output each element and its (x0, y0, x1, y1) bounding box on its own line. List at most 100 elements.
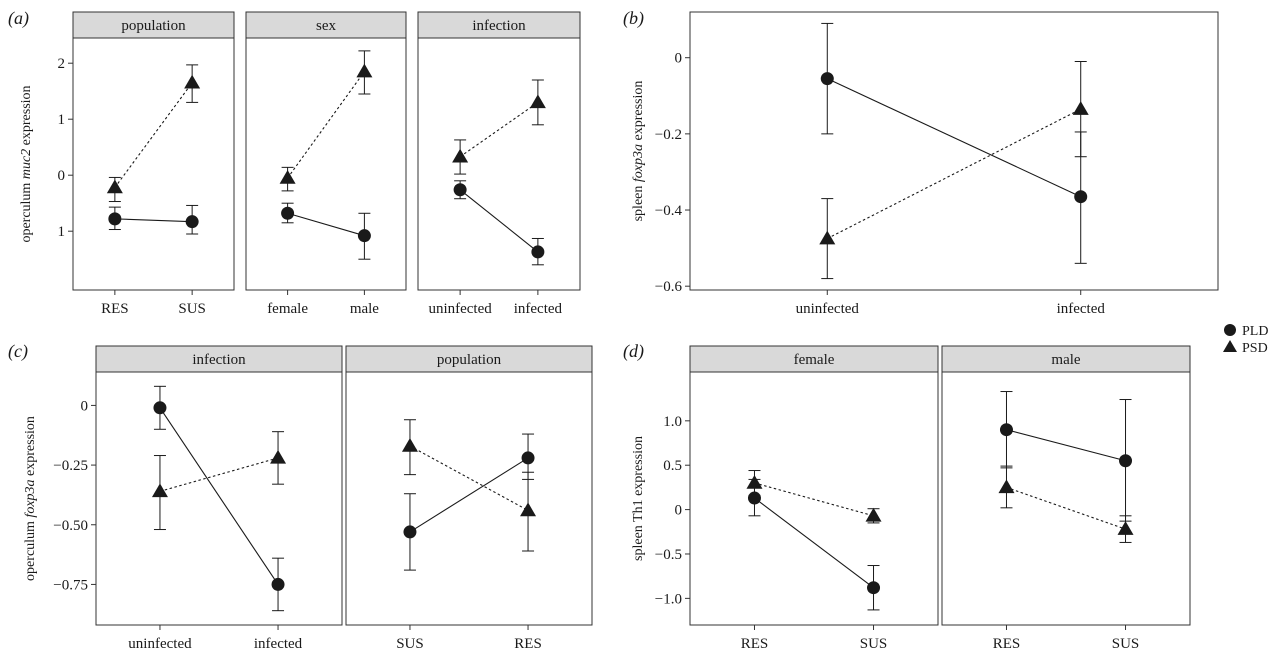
plots: 2 1 0 1 operculum muc2 expression population R… (19, 11, 1219, 652)
data-point-triangle (746, 474, 763, 489)
y-axis-label-part: expression (19, 85, 34, 148)
y-axis-label-part: operculum (23, 518, 38, 581)
panel-letter-a: (a) (8, 8, 29, 29)
panel-letter-c-text: (c) (8, 341, 28, 362)
series-pld (453, 180, 545, 266)
x-tick-label: RES (993, 636, 1021, 652)
facet-strip (95, 345, 343, 373)
series-line (159, 407, 279, 585)
facet: infection uninfected infected (95, 345, 343, 652)
y-tick-label: 0 (58, 168, 66, 184)
panel-letter-b: (b) (623, 8, 644, 29)
legend: PLD PSD (1223, 324, 1268, 356)
data-point-triangle (1072, 101, 1089, 115)
data-point-circle (271, 577, 285, 591)
x-tick-label: RES (741, 636, 769, 652)
x-tick-label: male (350, 301, 379, 317)
x-tick-label: uninfected (796, 301, 860, 317)
facet: infection uninfected infected (417, 11, 581, 317)
legend-label: PLD (1242, 324, 1268, 339)
panel-d: 1.0 0.5 0 −0.5 −1.0 spleen Th1 expression fema… (631, 345, 1191, 652)
y-tick-label: 1 (58, 224, 66, 240)
x-tick-label: uninfected (128, 636, 192, 652)
facet-strip-label: male (1051, 352, 1080, 368)
y-tick-label: 1 (58, 112, 66, 128)
y-axis-label: operculum foxp3a expression (23, 416, 38, 581)
facet-frame (345, 371, 593, 626)
data-point-circle (867, 581, 881, 595)
panel-letter-d: (d) (623, 341, 644, 362)
y-tick-label: −0.50 (53, 518, 88, 534)
series-line (287, 71, 365, 179)
series-psd (401, 419, 537, 552)
y-axis-label-part: operculum (19, 179, 34, 242)
data-point-circle (1119, 454, 1133, 468)
series-psd (998, 465, 1134, 543)
series-psd (819, 61, 1089, 280)
facet-strip (689, 345, 939, 373)
y-axis-label-gene: foxp3a (23, 479, 38, 517)
y-tick-label: 0 (81, 398, 89, 414)
data-point-triangle (184, 74, 201, 89)
series-pld (999, 391, 1133, 522)
facet-strip (941, 345, 1191, 373)
data-point-circle (1074, 190, 1088, 204)
facet: sex female male (245, 11, 407, 317)
y-tick-label: 0.5 (663, 458, 682, 474)
data-point-triangle (151, 483, 168, 498)
data-point-triangle (1117, 521, 1134, 535)
panel-letter-a-text: (a) (8, 8, 29, 29)
facet-frame (689, 11, 1219, 291)
x-tick-label: infected (254, 636, 303, 652)
series-line (827, 78, 1081, 198)
legend-triangle (1223, 340, 1237, 353)
data-point-triangle (520, 502, 537, 517)
panel-a: 2 1 0 1 operculum muc2 expression population R… (19, 11, 581, 317)
x-tick-label: SUS (396, 636, 424, 652)
series-line (409, 457, 529, 533)
data-point-triangle (106, 179, 123, 194)
data-point-triangle (529, 94, 546, 109)
facet-strip-label: population (437, 352, 502, 368)
x-tick-label: infected (1057, 301, 1106, 317)
data-point-triangle (865, 507, 882, 522)
series-line (459, 101, 539, 158)
facet-strip (72, 11, 235, 39)
panel-c: 0 −0.25 −0.50 −0.75 operculum foxp3a express… (23, 345, 593, 652)
y-tick-label: −1.0 (655, 591, 682, 607)
y-tick-label: −0.5 (655, 547, 682, 563)
series-line (287, 212, 365, 237)
series-line (459, 189, 539, 253)
data-point-circle (357, 229, 371, 243)
data-point-circle (747, 491, 761, 505)
panel-letter-d-text: (d) (623, 341, 644, 362)
data-point-circle (108, 212, 122, 226)
y-tick-label: 1.0 (663, 414, 682, 430)
data-point-circle (531, 245, 545, 259)
facet-strip-label: sex (316, 18, 336, 34)
series-psd (151, 431, 287, 531)
facet-strip-label: infection (192, 352, 246, 368)
legend-circle (1224, 324, 1236, 336)
y-axis-label-part: spleen (631, 182, 646, 221)
panel-letter-b-text: (b) (623, 8, 644, 29)
facet-frame (245, 37, 407, 291)
series-psd (452, 79, 546, 175)
x-tick-label: RES (101, 301, 129, 317)
y-axis-label: operculum muc2 expression (19, 85, 34, 242)
y-tick-label: 2 (58, 56, 66, 72)
legend-entry: PLD (1224, 324, 1268, 339)
x-tick-label: SUS (1112, 636, 1140, 652)
facet: male RES SUS (941, 345, 1191, 652)
y-tick-label: −0.4 (655, 203, 683, 219)
facet-strip-label: female (794, 352, 835, 368)
facet-frame (941, 371, 1191, 626)
facet-frame (95, 371, 343, 626)
legend-entry: PSD (1223, 340, 1268, 356)
facet: uninfected infected (689, 11, 1219, 317)
data-point-circle (403, 525, 417, 539)
y-axis-label-gene: foxp3a (631, 144, 646, 182)
data-point-circle (453, 183, 467, 197)
series-line (409, 445, 529, 511)
